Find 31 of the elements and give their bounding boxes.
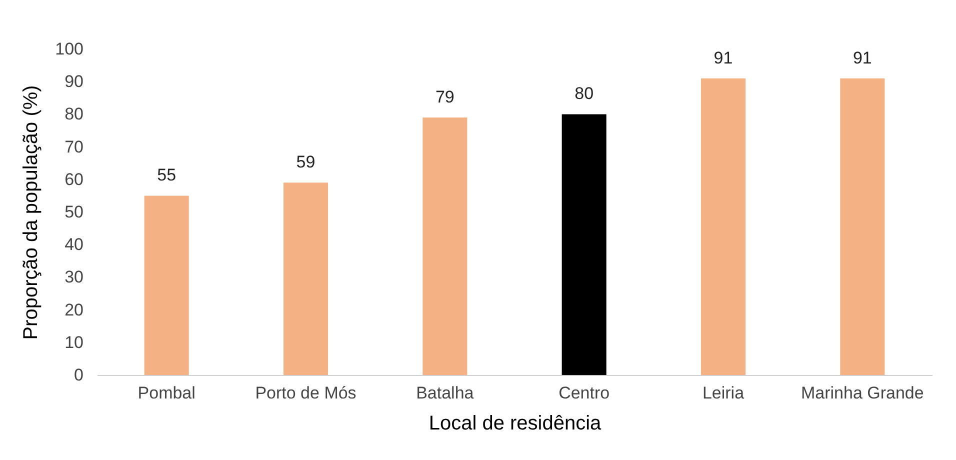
- y-tick-label: 50: [64, 202, 84, 222]
- data-label: 79: [435, 87, 454, 106]
- x-tick-label: Leiria: [702, 384, 745, 402]
- y-tick-label: 20: [64, 300, 84, 320]
- x-tick-label: Centro: [558, 384, 610, 402]
- y-tick-label: 40: [64, 235, 84, 254]
- y-tick-label: 10: [64, 332, 84, 352]
- y-tick-label: 30: [64, 268, 84, 287]
- data-label: 59: [296, 152, 316, 172]
- y-tick-label: 0: [74, 366, 84, 384]
- bar: [283, 182, 328, 375]
- y-tick-label: 60: [64, 170, 84, 189]
- y-tick-label: 70: [64, 137, 84, 156]
- bar: [144, 196, 189, 375]
- x-axis-title: Local de residência: [428, 412, 602, 434]
- data-label: 55: [157, 166, 176, 185]
- data-label: 80: [574, 84, 594, 104]
- data-label: 91: [714, 48, 733, 68]
- bar: [422, 117, 468, 375]
- y-tick-label: 100: [55, 40, 84, 58]
- y-axis-title: Proporção da população (%): [20, 85, 42, 340]
- x-tick-label: Batalha: [416, 384, 474, 402]
- y-tick-label: 90: [64, 72, 84, 92]
- data-label: 91: [852, 48, 872, 68]
- y-tick-label: 80: [64, 104, 84, 124]
- bar: [562, 114, 606, 375]
- bar: [700, 78, 746, 375]
- x-tick-label: Marinha Grande: [800, 384, 924, 402]
- x-tick-label: Porto de Mós: [255, 384, 356, 402]
- x-tick-label: Pombal: [138, 384, 196, 402]
- bar: [840, 78, 885, 375]
